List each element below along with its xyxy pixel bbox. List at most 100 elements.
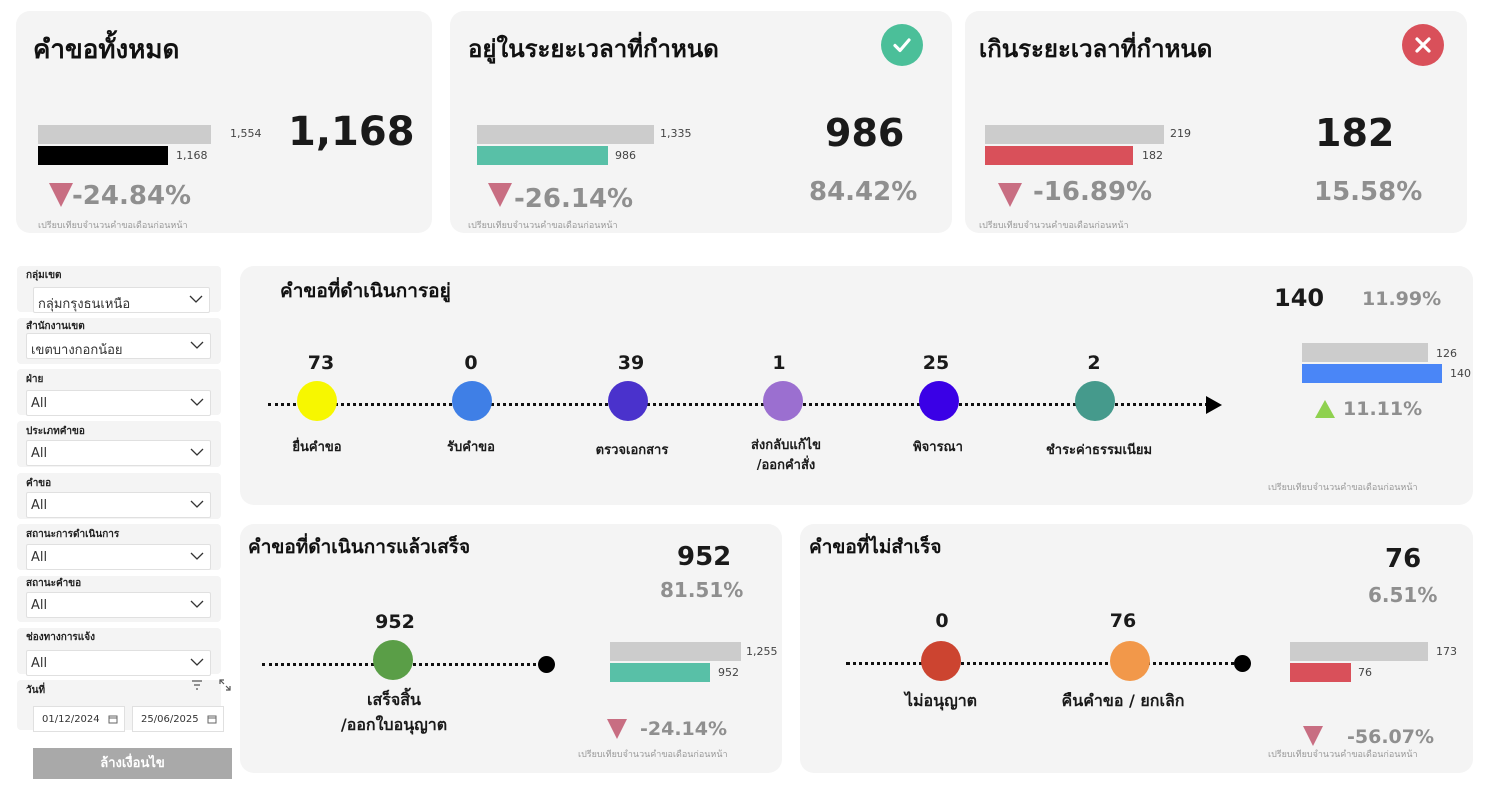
failed-title: คำขอที่ไม่สำเร็จ <box>809 536 942 558</box>
kpi-total-down-arrow-icon <box>49 183 73 207</box>
filter-label-channel: ช่องทางการแจ้ง <box>26 632 95 643</box>
kpi-overdue-bar-previous-label: 219 <box>1170 127 1191 140</box>
chevron-down-icon <box>190 398 204 406</box>
filter-label-date: วันที่ <box>26 685 46 696</box>
stage-check-docs-count: 39 <box>617 352 645 374</box>
failed-bar-current <box>1290 663 1351 682</box>
filter-label-process-status: สถานะการดำเนินการ <box>26 529 120 540</box>
chevron-down-icon <box>189 295 203 303</box>
in-progress-card: คำขอที่ดำเนินการอยู่ 140 11.99% 73 ยื่นค… <box>240 266 1473 505</box>
kpi-overdue-note: เปรียบเทียบจำนวนคำขอเดือนก่อนหน้า <box>979 221 1129 231</box>
filter-select-channel[interactable]: All <box>26 650 211 676</box>
in-progress-bar-current <box>1302 364 1442 383</box>
chevron-down-icon <box>190 448 204 456</box>
stage-receive-label: รับคำขอ <box>447 440 495 455</box>
in-progress-bar-current-label: 140 <box>1450 367 1471 380</box>
failed-card: คำขอที่ไม่สำเร็จ 76 6.51% 0 ไม่อนุญาต 76… <box>800 524 1473 773</box>
stage-finished-marker <box>373 640 413 680</box>
in-progress-change: 11.11% <box>1343 398 1423 420</box>
completed-change: -24.14% <box>640 718 728 740</box>
date-end-value: 25/06/2025 <box>141 714 199 725</box>
failed-down-arrow-icon <box>1303 726 1323 746</box>
filter-select-district-office[interactable]: เขตบางกอกน้อย <box>26 333 211 359</box>
kpi-overdue-value: 182 <box>1315 111 1395 155</box>
stage-return-count: 1 <box>772 352 786 374</box>
kpi-total-bar-current-label: 1,168 <box>176 149 208 162</box>
filter-label-request-type: ประเภทคำขอ <box>26 426 85 437</box>
failed-timeline <box>846 662 1242 665</box>
failed-value: 76 <box>1385 544 1422 574</box>
kpi-overdue-change: -16.89% <box>1033 177 1153 207</box>
x-circle-icon <box>1402 24 1444 66</box>
kpi-card-ontime: อยู่ในระยะเวลาที่กำหนด 1,335 986 986 84.… <box>450 11 952 233</box>
date-start-input[interactable]: 01/12/2024 <box>33 706 125 732</box>
filter-label-request-status: สถานะคำขอ <box>26 578 82 589</box>
chevron-down-icon <box>190 658 204 666</box>
kpi-ontime-down-arrow-icon <box>488 183 512 207</box>
failed-note: เปรียบเทียบจำนวนคำขอเดือนก่อนหน้า <box>1268 750 1418 760</box>
stage-cancelled-count: 76 <box>1109 610 1137 632</box>
completed-down-arrow-icon <box>607 719 627 739</box>
filter-select-request-status[interactable]: All <box>26 592 211 618</box>
kpi-total-note: เปรียบเทียบจำนวนคำขอเดือนก่อนหน้า <box>38 221 188 231</box>
calendar-icon <box>108 715 118 724</box>
stage-consider-count: 25 <box>922 352 950 374</box>
chevron-down-icon <box>190 500 204 508</box>
kpi-total-value: 1,168 <box>288 109 415 155</box>
filter-label-division: ฝ่าย <box>26 374 44 385</box>
stage-payment-marker <box>1075 381 1115 421</box>
stage-return-marker <box>763 381 803 421</box>
stage-payment-label: ชำระค่าธรรมเนียม <box>1045 443 1153 458</box>
in-progress-timeline <box>268 403 1208 406</box>
filter-value: All <box>31 550 48 565</box>
failed-share: 6.51% <box>1368 583 1438 607</box>
in-progress-note: เปรียบเทียบจำนวนคำขอเดือนก่อนหน้า <box>1268 483 1418 493</box>
kpi-overdue-title: เกินระยะเวลาที่กำหนด <box>979 35 1213 63</box>
stage-check-docs-marker <box>608 381 648 421</box>
filter-select-request-type[interactable]: All <box>26 440 211 466</box>
stage-rejected-label: ไม่อนุญาต <box>904 691 978 710</box>
expand-icon[interactable] <box>218 678 232 692</box>
failed-bar-previous <box>1290 642 1428 661</box>
date-start-value: 01/12/2024 <box>42 714 100 725</box>
completed-bar-current <box>610 663 710 682</box>
in-progress-bar-previous <box>1302 343 1428 362</box>
stage-receive-count: 0 <box>464 352 478 374</box>
kpi-overdue-bar-current <box>985 146 1133 165</box>
filter-select-process-status[interactable]: All <box>26 544 211 570</box>
kpi-overdue-bar-current-label: 182 <box>1142 149 1163 162</box>
stage-return-label: ส่งกลับแก้ไข /ออกคำสั่ง <box>750 438 822 473</box>
completed-value: 952 <box>677 542 732 572</box>
check-circle-icon <box>881 24 923 66</box>
in-progress-share: 11.99% <box>1362 288 1442 310</box>
kpi-card-overdue: เกินระยะเวลาที่กำหนด 219 182 182 15.58% … <box>965 11 1467 233</box>
completed-card: คำขอที่ดำเนินการแล้วเสร็จ 952 81.51% 952… <box>240 524 782 773</box>
filter-value: All <box>31 498 48 513</box>
stage-rejected-count: 0 <box>935 610 949 632</box>
filter-select-division[interactable]: All <box>26 390 211 416</box>
in-progress-up-arrow-icon <box>1315 400 1335 418</box>
kpi-card-total: คำขอทั้งหมด 1,554 1,168 1,168 -24.84% เป… <box>16 11 432 233</box>
failed-bar-current-label: 76 <box>1358 666 1372 679</box>
in-progress-title: คำขอที่ดำเนินการอยู่ <box>280 280 451 302</box>
filter-label-request: คำขอ <box>26 478 52 489</box>
stage-submit-label: ยื่นคำขอ <box>292 440 342 455</box>
clear-filters-button[interactable]: ล้างเงื่อนไข <box>33 748 232 779</box>
stage-payment-count: 2 <box>1087 352 1101 374</box>
completed-title: คำขอที่ดำเนินการแล้วเสร็จ <box>248 536 471 558</box>
stage-cancelled-label: คืนคำขอ / ยกเลิก <box>1061 691 1185 710</box>
stage-finished-label: เสร็จสิ้น /ออกใบอนุญาต <box>340 690 448 734</box>
in-progress-bar-previous-label: 126 <box>1436 347 1457 360</box>
completed-bar-current-label: 952 <box>718 666 739 679</box>
filter-value: All <box>31 446 48 461</box>
filter-label-district-office: สำนักงานเขต <box>26 321 85 332</box>
filter-value: All <box>31 598 48 613</box>
filter-lines-icon[interactable] <box>190 678 204 692</box>
filter-select-request[interactable]: All <box>26 492 211 518</box>
kpi-ontime-share: 84.42% <box>809 177 918 207</box>
filter-select-zone-group[interactable]: กลุ่มกรุงธนเหนือ <box>33 287 210 313</box>
stage-cancelled-marker <box>1110 641 1150 681</box>
completed-share: 81.51% <box>660 578 744 602</box>
kpi-total-bar-current <box>38 146 168 165</box>
date-end-input[interactable]: 25/06/2025 <box>132 706 224 732</box>
